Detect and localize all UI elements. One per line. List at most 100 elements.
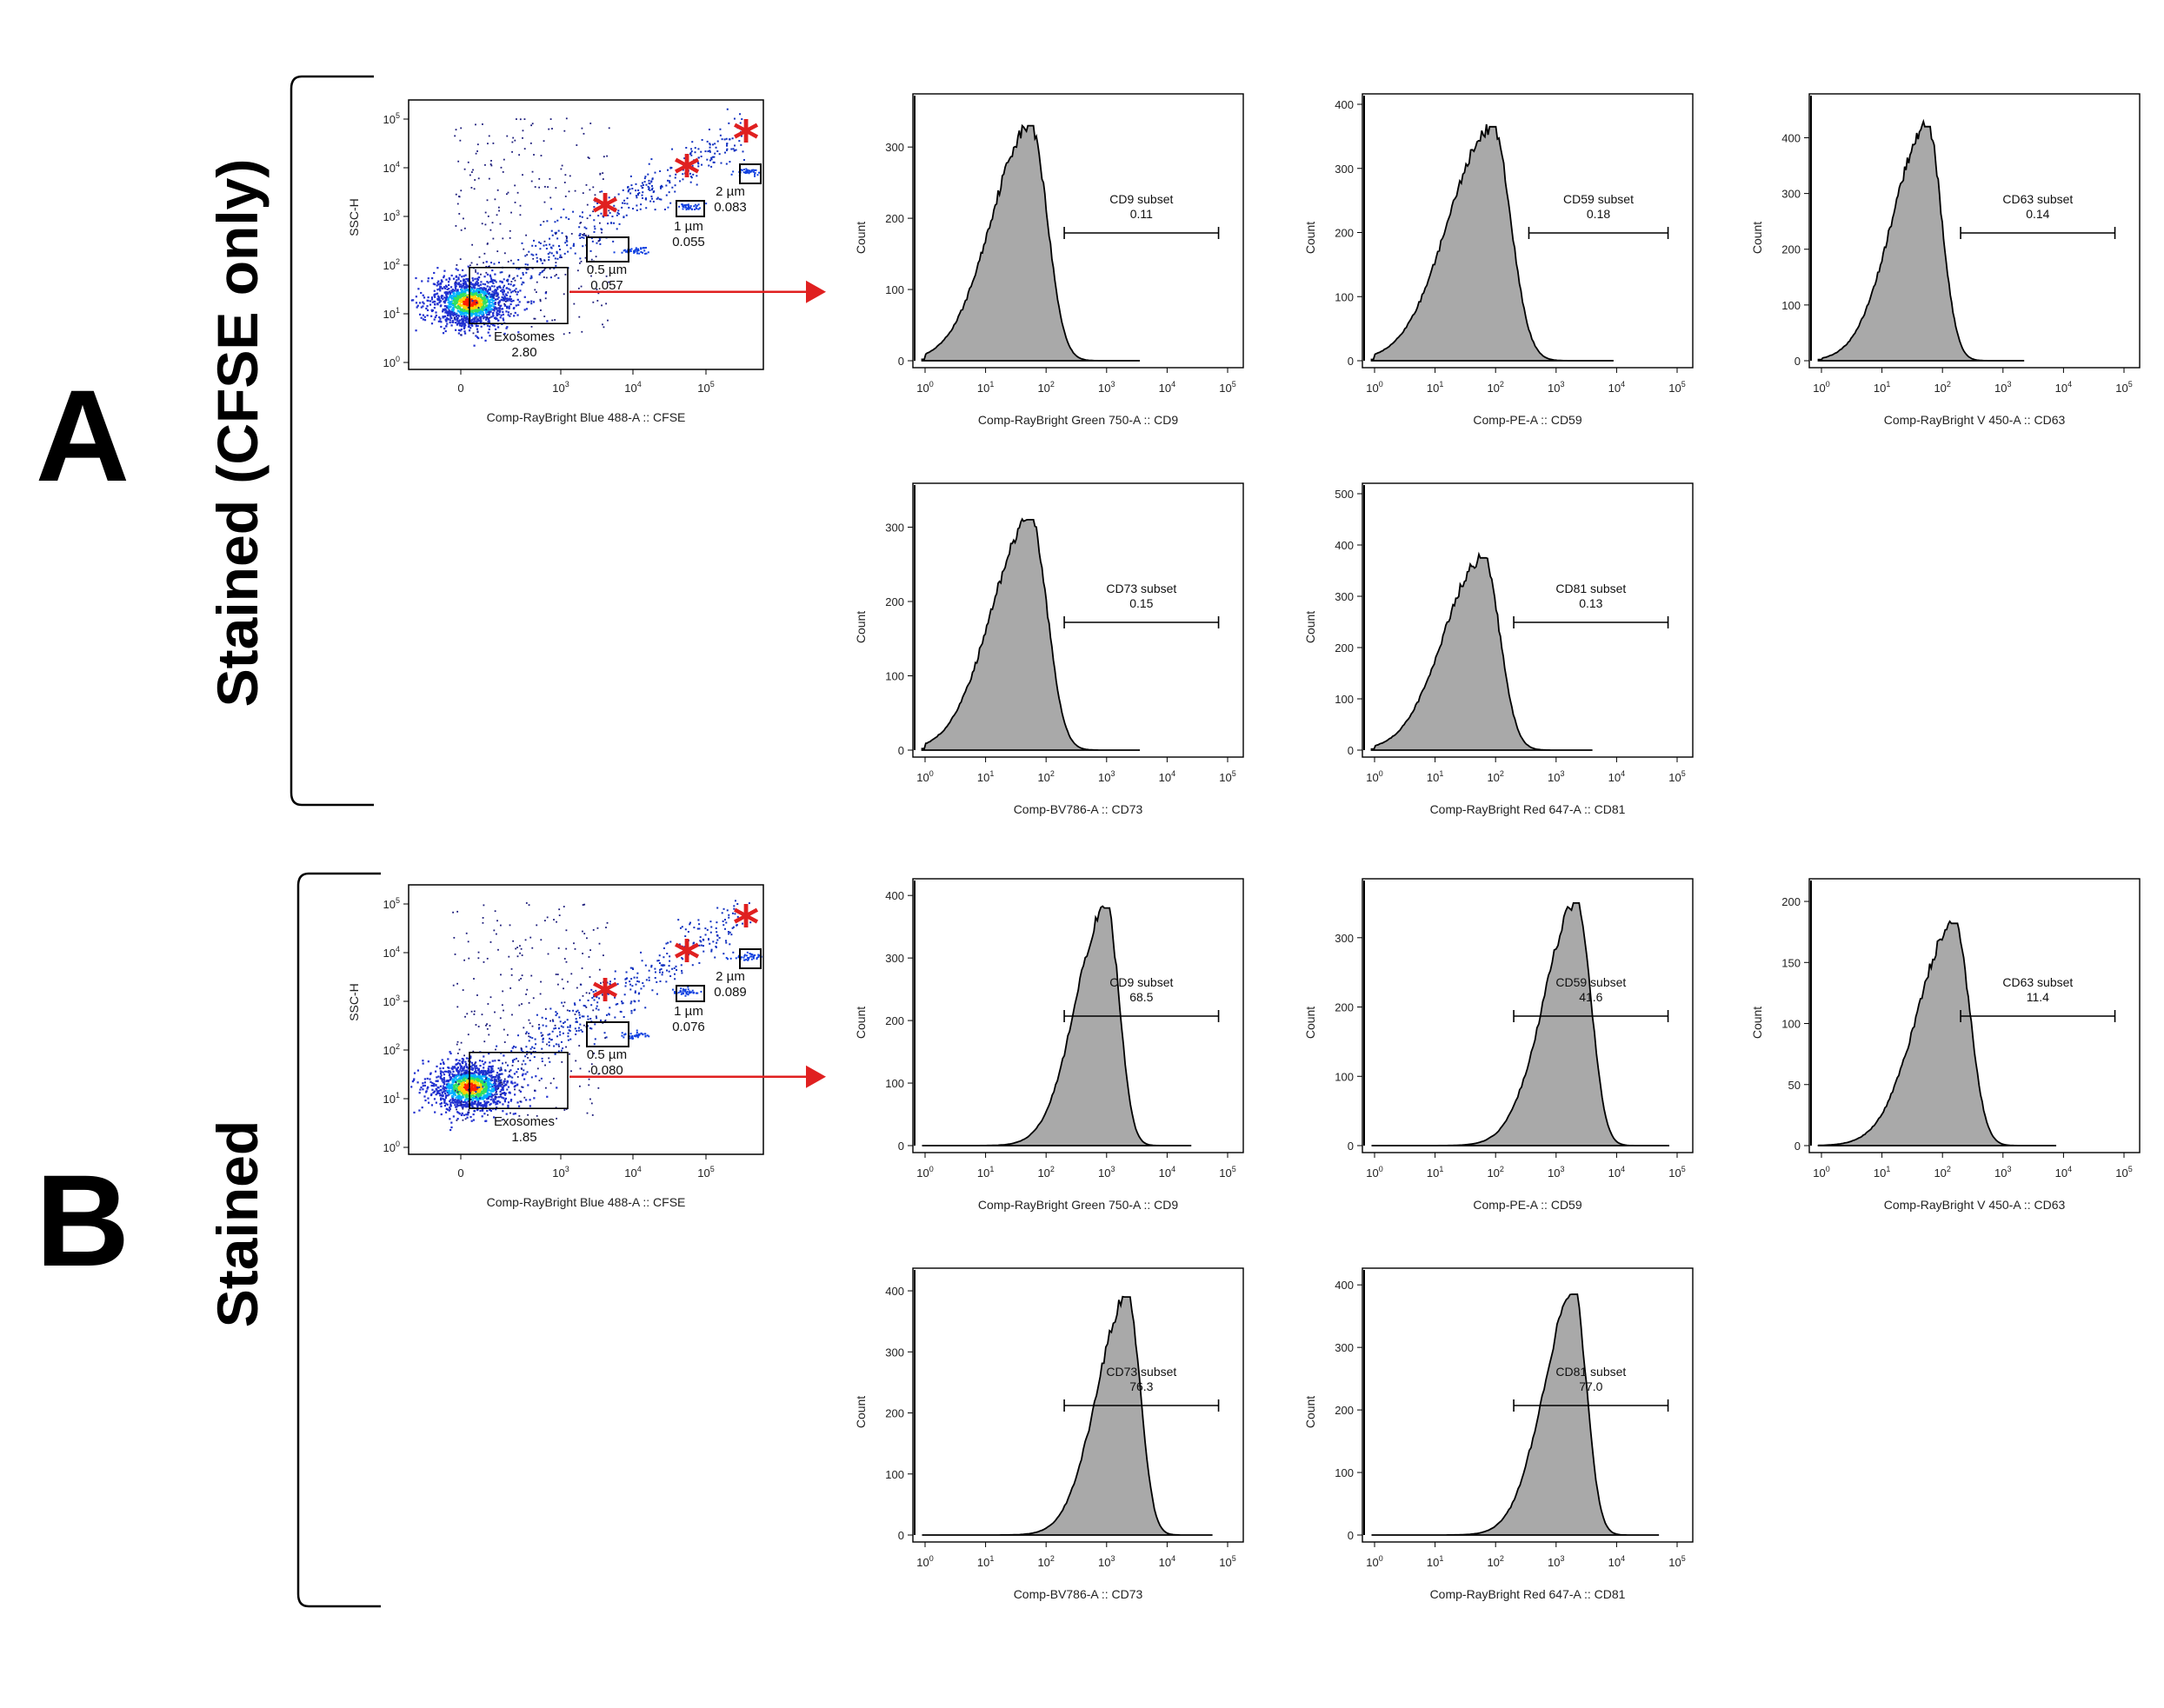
scatter-point [466, 1091, 469, 1093]
scatter-xlabel: Comp-RayBright Blue 488-A :: CFSE [487, 1195, 686, 1209]
scatter-point [483, 904, 485, 907]
scatter-point [642, 1033, 644, 1035]
scatter-point [476, 1108, 479, 1112]
scatter-point [636, 209, 638, 211]
scatter-point [456, 269, 459, 271]
scatter-point [692, 942, 695, 945]
y-tick-label: 104 [383, 160, 400, 175]
scatter-point [460, 325, 463, 328]
scatter-point [488, 1084, 490, 1087]
scatter-point [710, 156, 713, 159]
scatter-point [603, 981, 604, 983]
scatter-point [443, 1092, 447, 1095]
scatter-point [496, 317, 498, 320]
scatter-point [466, 1105, 469, 1107]
scatter-point [516, 1083, 519, 1086]
scatter-point [470, 306, 473, 309]
scatter-point [427, 280, 429, 282]
bead-gate-value: 0.089 [714, 985, 747, 1000]
scatter-point [461, 323, 463, 326]
scatter-point [592, 1009, 595, 1012]
scatter-point [474, 1088, 476, 1091]
scatter-point [477, 304, 480, 307]
scatter-point [483, 1067, 485, 1069]
scatter-point [413, 1111, 416, 1114]
scatter-point [551, 319, 554, 322]
y-tick-label: 300 [1335, 932, 1354, 945]
scatter-point [463, 217, 464, 220]
scatter-point [587, 1015, 589, 1018]
scatter-point [464, 286, 467, 289]
scatter-point [497, 948, 499, 951]
x-tick-label: 104 [1608, 1554, 1625, 1569]
scatter-point [526, 988, 529, 991]
scatter-point [503, 1009, 504, 1012]
scatter-point [440, 1105, 443, 1107]
scatter-point [440, 1078, 443, 1080]
scatter-point [478, 1060, 482, 1062]
scatter-point [629, 980, 631, 983]
bead-gate-name: 1 µm [674, 219, 703, 234]
scatter-point [521, 1086, 523, 1088]
scatter-point [490, 262, 493, 264]
scatter-point [519, 214, 522, 216]
scatter-point [626, 203, 629, 205]
x-tick-label: 105 [1219, 769, 1235, 784]
scatter-point [512, 284, 515, 287]
x-tick-label: 103 [1098, 769, 1115, 784]
scatter-point [449, 310, 452, 313]
scatter-point [645, 247, 648, 249]
scatter-point [462, 1107, 464, 1110]
scatter-point [602, 323, 603, 326]
scatter-point [476, 324, 479, 328]
scatter-point [541, 1047, 543, 1050]
scatter-point [631, 985, 634, 987]
scatter-point [684, 950, 687, 953]
x-tick-label: 100 [916, 380, 933, 395]
scatter-point [595, 1007, 597, 1010]
scatter-point [492, 142, 495, 144]
scatter-point [743, 954, 746, 956]
scatter-point [502, 293, 504, 296]
scatter-point [512, 136, 515, 139]
scatter-point [500, 1079, 503, 1081]
scatter-point [509, 1069, 512, 1072]
scatter-point [707, 150, 709, 153]
scatter-point [596, 300, 599, 302]
scatter-point [555, 262, 557, 264]
scatter-point [457, 1112, 460, 1114]
scatter-point [666, 953, 669, 955]
scatter-point [455, 1081, 457, 1083]
scatter-point [579, 1023, 582, 1026]
scatter-point [468, 1082, 470, 1085]
scatter-point [483, 1040, 486, 1043]
scatter-point [478, 1073, 481, 1075]
scatter-point [455, 1063, 457, 1066]
scatter-point [443, 305, 446, 308]
scatter-point [440, 304, 443, 307]
scatter-point [607, 993, 609, 995]
scatter-point [686, 993, 689, 995]
asterisk-icon: * [733, 110, 759, 169]
scatter-point [593, 999, 596, 1001]
scatter-point [650, 195, 653, 197]
scatter-point [519, 945, 521, 947]
scatter-point [607, 214, 609, 216]
scatter-point [654, 209, 656, 211]
scatter-point [580, 285, 583, 288]
scatter-point [433, 271, 436, 275]
scatter-point [755, 169, 757, 171]
scatter-point [480, 310, 483, 313]
scatter-point [454, 1067, 456, 1069]
scatter-point [474, 1110, 476, 1113]
scatter-point [516, 275, 519, 277]
scatter-point [486, 1089, 489, 1092]
histogram-xlabel: Comp-RayBright V 450-A :: CD63 [1884, 413, 2066, 427]
scatter-point [592, 301, 595, 303]
scatter-point [697, 156, 700, 159]
scatter-point [495, 1082, 497, 1085]
scatter-point [608, 127, 610, 130]
scatter-point [605, 275, 608, 277]
scatter-point [472, 302, 476, 304]
scatter-point [520, 947, 523, 950]
